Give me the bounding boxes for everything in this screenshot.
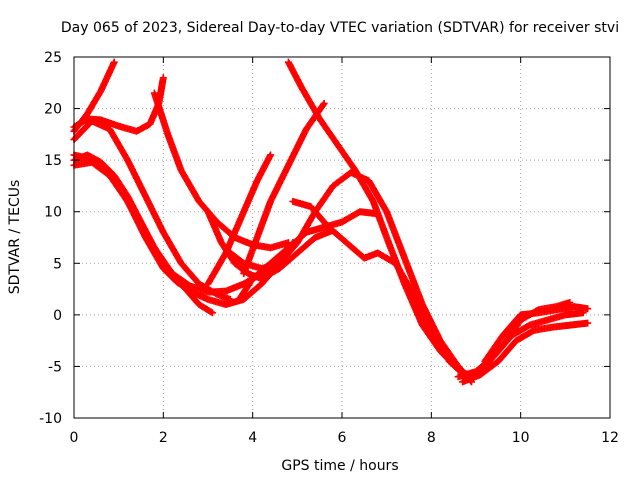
grid-lines xyxy=(74,57,610,418)
data-point xyxy=(110,58,118,66)
x-tick-label: 10 xyxy=(512,430,530,446)
data-point xyxy=(208,309,216,317)
series-track-17 xyxy=(459,319,592,386)
x-tick-label: 12 xyxy=(601,430,619,446)
y-tick-label: 10 xyxy=(44,205,62,221)
data-point xyxy=(320,99,328,107)
x-tick-label: 6 xyxy=(338,430,347,446)
x-tick-label: 4 xyxy=(248,430,257,446)
series-track-11 xyxy=(204,151,275,288)
data-point xyxy=(159,74,167,82)
y-tick-label: -10 xyxy=(39,411,62,427)
y-tick-label: 0 xyxy=(53,308,62,324)
axis-ticks: 0 2 4 6 8 10 12 -10 -5 0 5 10 15 20 25 xyxy=(39,50,619,446)
x-axis-title: GPS time / hours xyxy=(281,458,398,474)
x-tick-label: 2 xyxy=(159,430,168,446)
data-point xyxy=(584,319,592,327)
data-point xyxy=(584,305,592,313)
series-track-4 xyxy=(70,117,234,303)
series-track-18 xyxy=(481,303,592,365)
y-tick-label: 20 xyxy=(44,102,62,118)
x-tick-label: 8 xyxy=(427,430,436,446)
y-tick-label: 15 xyxy=(44,153,62,169)
x-tick-label: 0 xyxy=(70,430,79,446)
y-axis-title: SDTVAR / TECUs xyxy=(7,180,23,295)
chart-title: Day 065 of 2023, Sidereal Day-to-day VTE… xyxy=(61,20,619,36)
y-tick-label: 5 xyxy=(53,256,62,272)
data-point xyxy=(207,308,215,316)
data-point xyxy=(267,151,275,159)
data-point xyxy=(319,101,327,109)
y-tick-label: 25 xyxy=(44,50,62,66)
y-tick-label: -5 xyxy=(48,359,62,375)
data-points xyxy=(70,58,592,386)
